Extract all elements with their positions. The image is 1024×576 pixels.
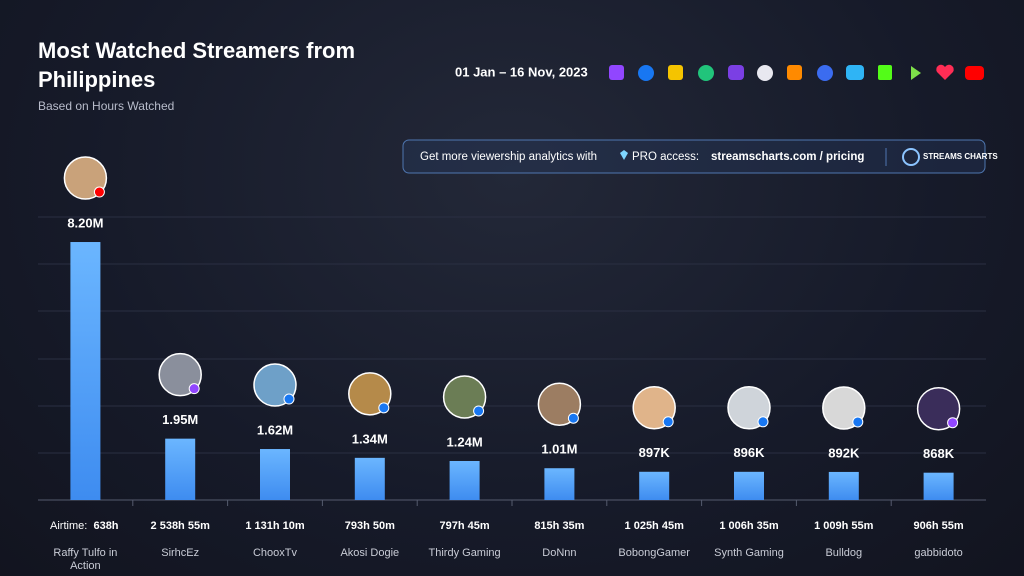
bar <box>449 460 480 500</box>
airtime-value: 793h 50m <box>345 520 395 532</box>
value-label: 1.34M <box>352 431 388 446</box>
airtime-value: 2 538h 55m <box>151 520 211 532</box>
airtime-value: 1 025h 45m <box>625 520 685 532</box>
bar <box>734 471 764 500</box>
bar <box>639 471 670 500</box>
value-label: 1.24M <box>447 434 483 449</box>
bar <box>70 242 101 500</box>
airtime-value: 1 009h 55m <box>814 520 874 532</box>
airtime-value: 906h 55m <box>914 520 964 532</box>
airtime-label: Airtime: <box>50 520 87 532</box>
x-tick-label: gabbidoto <box>914 547 963 559</box>
x-tick-label: ChooxTv <box>252 547 298 559</box>
x-tick-label: Bulldog <box>825 547 863 559</box>
bar <box>923 472 954 500</box>
date-range: 01 Jan – 16 Nov, 2023 <box>455 64 588 79</box>
banner-text: Get more viewership analytics with <box>420 151 597 163</box>
value-label: 1.01M <box>541 442 577 457</box>
bar <box>260 449 290 500</box>
value-label: 1.62M <box>257 422 293 437</box>
platform-badge <box>473 405 485 417</box>
value-label: 896K <box>733 445 765 460</box>
platform-badge <box>93 186 105 198</box>
chart-subtitle: Based on Hours Watched <box>38 99 175 113</box>
value-label: 892K <box>828 445 860 460</box>
airtime-value: 1 131h 10m <box>245 520 305 532</box>
bar <box>165 438 196 500</box>
chart-title: Most Watched Streamers from Philippines <box>38 38 356 92</box>
platform-badge <box>757 416 769 428</box>
x-tick-label: Raffy Tulfo in Action <box>53 547 118 572</box>
banner-link[interactable]: streamscharts.com / pricing <box>711 151 864 163</box>
value-label: 1.95M <box>162 412 198 427</box>
x-tick-label: BobongGamer <box>618 547 690 559</box>
grid <box>38 216 986 454</box>
platform-badge <box>188 383 200 395</box>
platform-badge <box>283 393 295 405</box>
platform-badge <box>947 417 959 429</box>
x-tick-label: Akosi Dogie <box>340 547 400 559</box>
value-label: 8.20M <box>67 215 103 230</box>
platform-icons <box>609 64 984 81</box>
x-tick-label: Synth Gaming <box>714 547 784 559</box>
value-label: 868K <box>923 446 955 461</box>
platform-badge <box>567 412 579 424</box>
airtime-value: 638h <box>93 520 118 532</box>
bar <box>828 471 859 500</box>
bar <box>354 457 385 500</box>
airtime-value: 797h 45m <box>440 520 490 532</box>
platform-badge <box>852 416 864 428</box>
bar <box>544 468 575 500</box>
banner-logo: STREAMS CHARTS <box>923 152 998 161</box>
platform-badge <box>378 402 390 414</box>
banner-pro: PRO access: <box>632 151 699 163</box>
platform-badge <box>662 416 674 428</box>
x-tick-label: SirhcEz <box>161 547 200 559</box>
x-tick-label: Thirdy Gaming <box>428 547 501 559</box>
x-tick-label: DoNnn <box>542 547 577 559</box>
airtime-value: 815h 35m <box>534 520 584 532</box>
airtime-value: 1 006h 35m <box>719 520 779 532</box>
value-label: 897K <box>639 445 671 460</box>
promo-banner: Get more viewership analytics with PRO a… <box>402 139 998 174</box>
